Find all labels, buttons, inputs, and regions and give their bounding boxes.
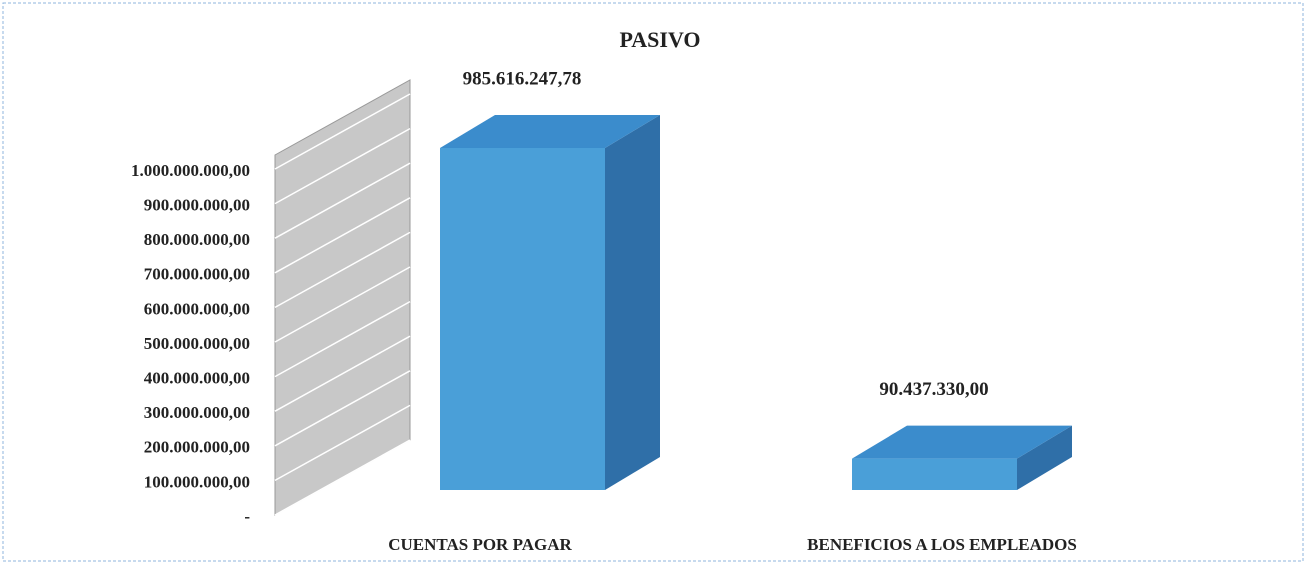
bar-side (605, 114, 660, 491)
grid-line (274, 370, 411, 447)
y-tick-label: 400.000.000,00 (144, 369, 250, 388)
grid-line (274, 162, 411, 239)
y-tick-label: 500.000.000,00 (144, 334, 250, 353)
bar-front (440, 147, 605, 491)
data-label: 985.616.247,78 (463, 68, 582, 89)
y-tick-label: 200.000.000,00 (144, 438, 250, 457)
x-tick-label: BENEFICIOS A LOS EMPLEADOS (807, 535, 1077, 554)
grid-line (274, 197, 411, 274)
grid-line (274, 439, 411, 516)
grid-line (274, 404, 411, 482)
grid-line (274, 231, 411, 309)
bar (852, 425, 1072, 490)
bar-top (440, 114, 660, 148)
data-label: 90.437.330,00 (879, 379, 988, 400)
x-tick-label: CUENTAS POR PAGAR (388, 535, 572, 554)
bar-side (1017, 425, 1072, 490)
y-tick-label: 800.000.000,00 (144, 230, 250, 249)
bar (440, 114, 660, 491)
y-tick-label: 600.000.000,00 (144, 299, 250, 318)
back-wall (274, 79, 411, 516)
chart-title: PASIVO (619, 27, 700, 52)
y-tick-label: 100.000.000,00 (144, 472, 250, 491)
bar-front (852, 458, 1017, 490)
y-tick-label: 900.000.000,00 (144, 196, 250, 215)
grid-line (274, 266, 411, 343)
y-tick-label: 700.000.000,00 (144, 265, 250, 284)
grid-line (274, 93, 411, 170)
y-tick-label: 300.000.000,00 (144, 403, 250, 422)
grid-line (274, 127, 411, 205)
bar-top (852, 425, 1072, 459)
grid-line (274, 335, 411, 412)
y-tick-label: - (244, 507, 250, 526)
grid-line (274, 300, 411, 378)
y-tick-label: 1.000.000.000,00 (131, 161, 250, 180)
